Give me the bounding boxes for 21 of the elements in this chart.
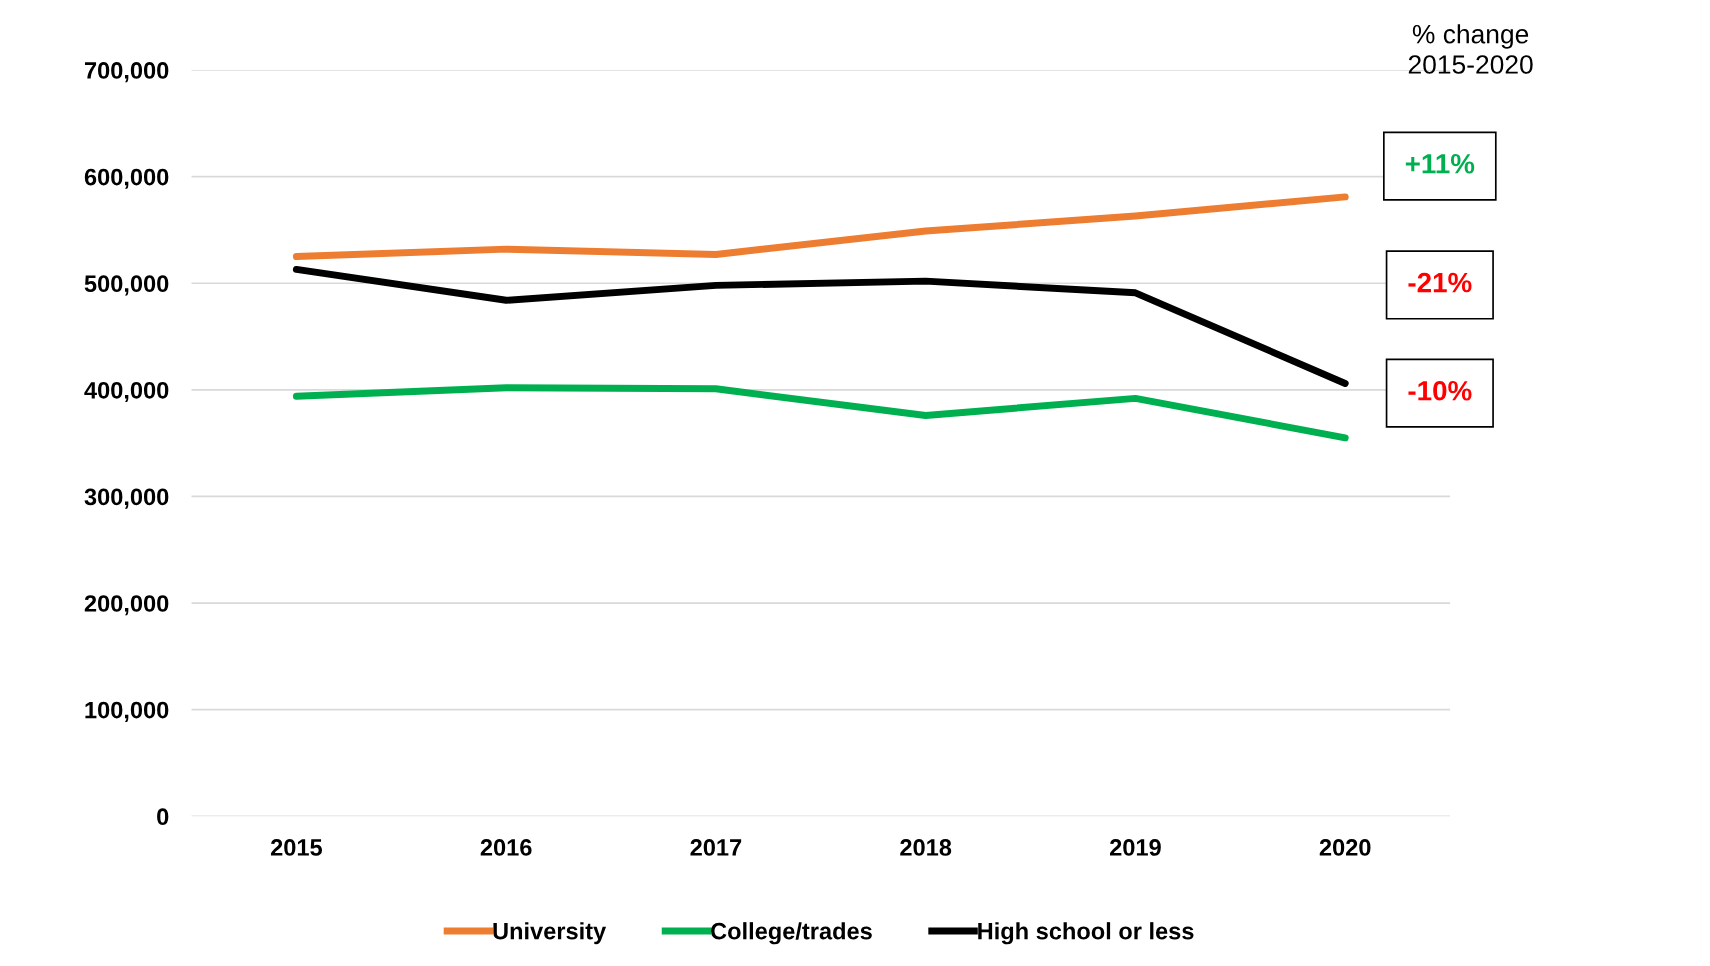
legend-label: High school or less <box>978 922 1194 945</box>
y-tick-label: 100,000 <box>85 701 169 722</box>
y-tick-label: 500,000 <box>84 275 169 296</box>
x-tick-label: 2015 <box>270 839 323 856</box>
legend-label: University <box>493 922 607 945</box>
y-tick-label: 0 <box>157 808 169 826</box>
x-tick-label: 2020 <box>1319 839 1371 856</box>
y-tick-label: 300,000 <box>84 488 169 509</box>
annotation: -10% <box>1408 380 1472 401</box>
x-tick-label: 2017 <box>690 839 742 856</box>
legend-label: College/trades <box>711 922 872 945</box>
y-tick-label: 400,000 <box>84 381 169 403</box>
annotation: +11% <box>1405 154 1475 174</box>
annotation: % change 2015-2020 <box>1408 24 1533 74</box>
x-tick-label: 2018 <box>900 839 952 856</box>
y-tick-label: 600,000 <box>84 168 169 189</box>
y-tick-label: 200,000 <box>84 595 169 616</box>
annotation: -21% <box>1408 272 1472 293</box>
x-tick-label: 2016 <box>480 839 532 856</box>
y-tick-label: 700,000 <box>84 62 169 83</box>
x-tick-label: 2019 <box>1110 839 1161 856</box>
